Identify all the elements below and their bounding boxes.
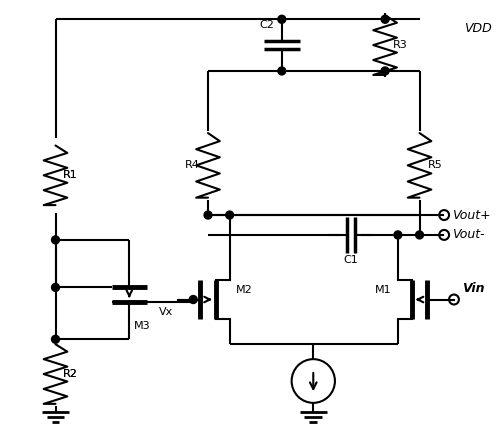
Circle shape bbox=[416, 231, 423, 239]
Circle shape bbox=[278, 15, 286, 23]
Text: C1: C1 bbox=[343, 255, 358, 265]
Text: VDD: VDD bbox=[464, 22, 491, 35]
Text: M2: M2 bbox=[235, 284, 253, 295]
Circle shape bbox=[52, 283, 60, 291]
Circle shape bbox=[278, 67, 286, 75]
Text: R2: R2 bbox=[63, 369, 78, 379]
Text: R4: R4 bbox=[185, 160, 200, 170]
Text: C2: C2 bbox=[259, 20, 274, 30]
Circle shape bbox=[204, 211, 212, 219]
Circle shape bbox=[381, 15, 389, 23]
Circle shape bbox=[394, 231, 402, 239]
Circle shape bbox=[52, 236, 60, 244]
Text: Vx: Vx bbox=[159, 307, 173, 317]
Text: M1: M1 bbox=[375, 284, 392, 295]
Text: R1: R1 bbox=[63, 170, 78, 180]
Text: Vout+: Vout+ bbox=[452, 209, 490, 222]
Text: R5: R5 bbox=[427, 160, 442, 170]
Circle shape bbox=[52, 335, 60, 343]
Text: M3: M3 bbox=[134, 321, 151, 332]
Text: Vout-: Vout- bbox=[452, 228, 484, 242]
Circle shape bbox=[226, 211, 233, 219]
Text: R3: R3 bbox=[393, 40, 408, 50]
Text: R2: R2 bbox=[63, 369, 78, 379]
Text: Vin: Vin bbox=[462, 282, 484, 295]
Text: R1: R1 bbox=[63, 170, 78, 180]
Circle shape bbox=[381, 67, 389, 75]
Circle shape bbox=[189, 295, 197, 303]
